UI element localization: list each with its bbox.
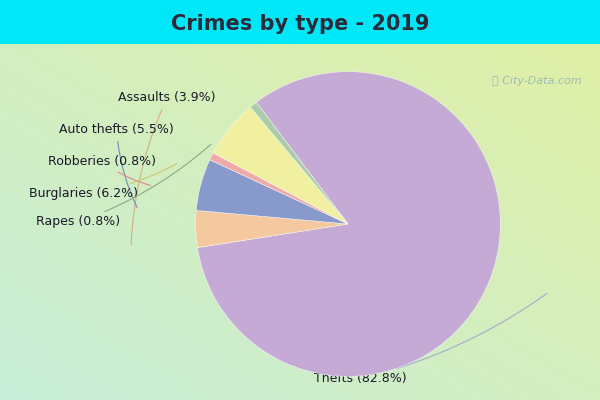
Text: Auto thefts (5.5%): Auto thefts (5.5%) — [59, 123, 174, 208]
Wedge shape — [250, 102, 348, 224]
Wedge shape — [213, 107, 348, 224]
Text: Assaults (3.9%): Assaults (3.9%) — [119, 91, 216, 245]
Wedge shape — [197, 72, 500, 376]
Wedge shape — [196, 210, 348, 248]
Wedge shape — [210, 153, 348, 224]
Text: Rapes (0.8%): Rapes (0.8%) — [36, 144, 211, 228]
Wedge shape — [196, 160, 348, 224]
Text: ⓘ City-Data.com: ⓘ City-Data.com — [493, 76, 582, 86]
Text: Thefts (82.8%): Thefts (82.8%) — [314, 293, 547, 385]
Text: Crimes by type - 2019: Crimes by type - 2019 — [171, 14, 429, 34]
Text: Burglaries (6.2%): Burglaries (6.2%) — [29, 164, 177, 200]
Text: Robberies (0.8%): Robberies (0.8%) — [48, 155, 156, 186]
